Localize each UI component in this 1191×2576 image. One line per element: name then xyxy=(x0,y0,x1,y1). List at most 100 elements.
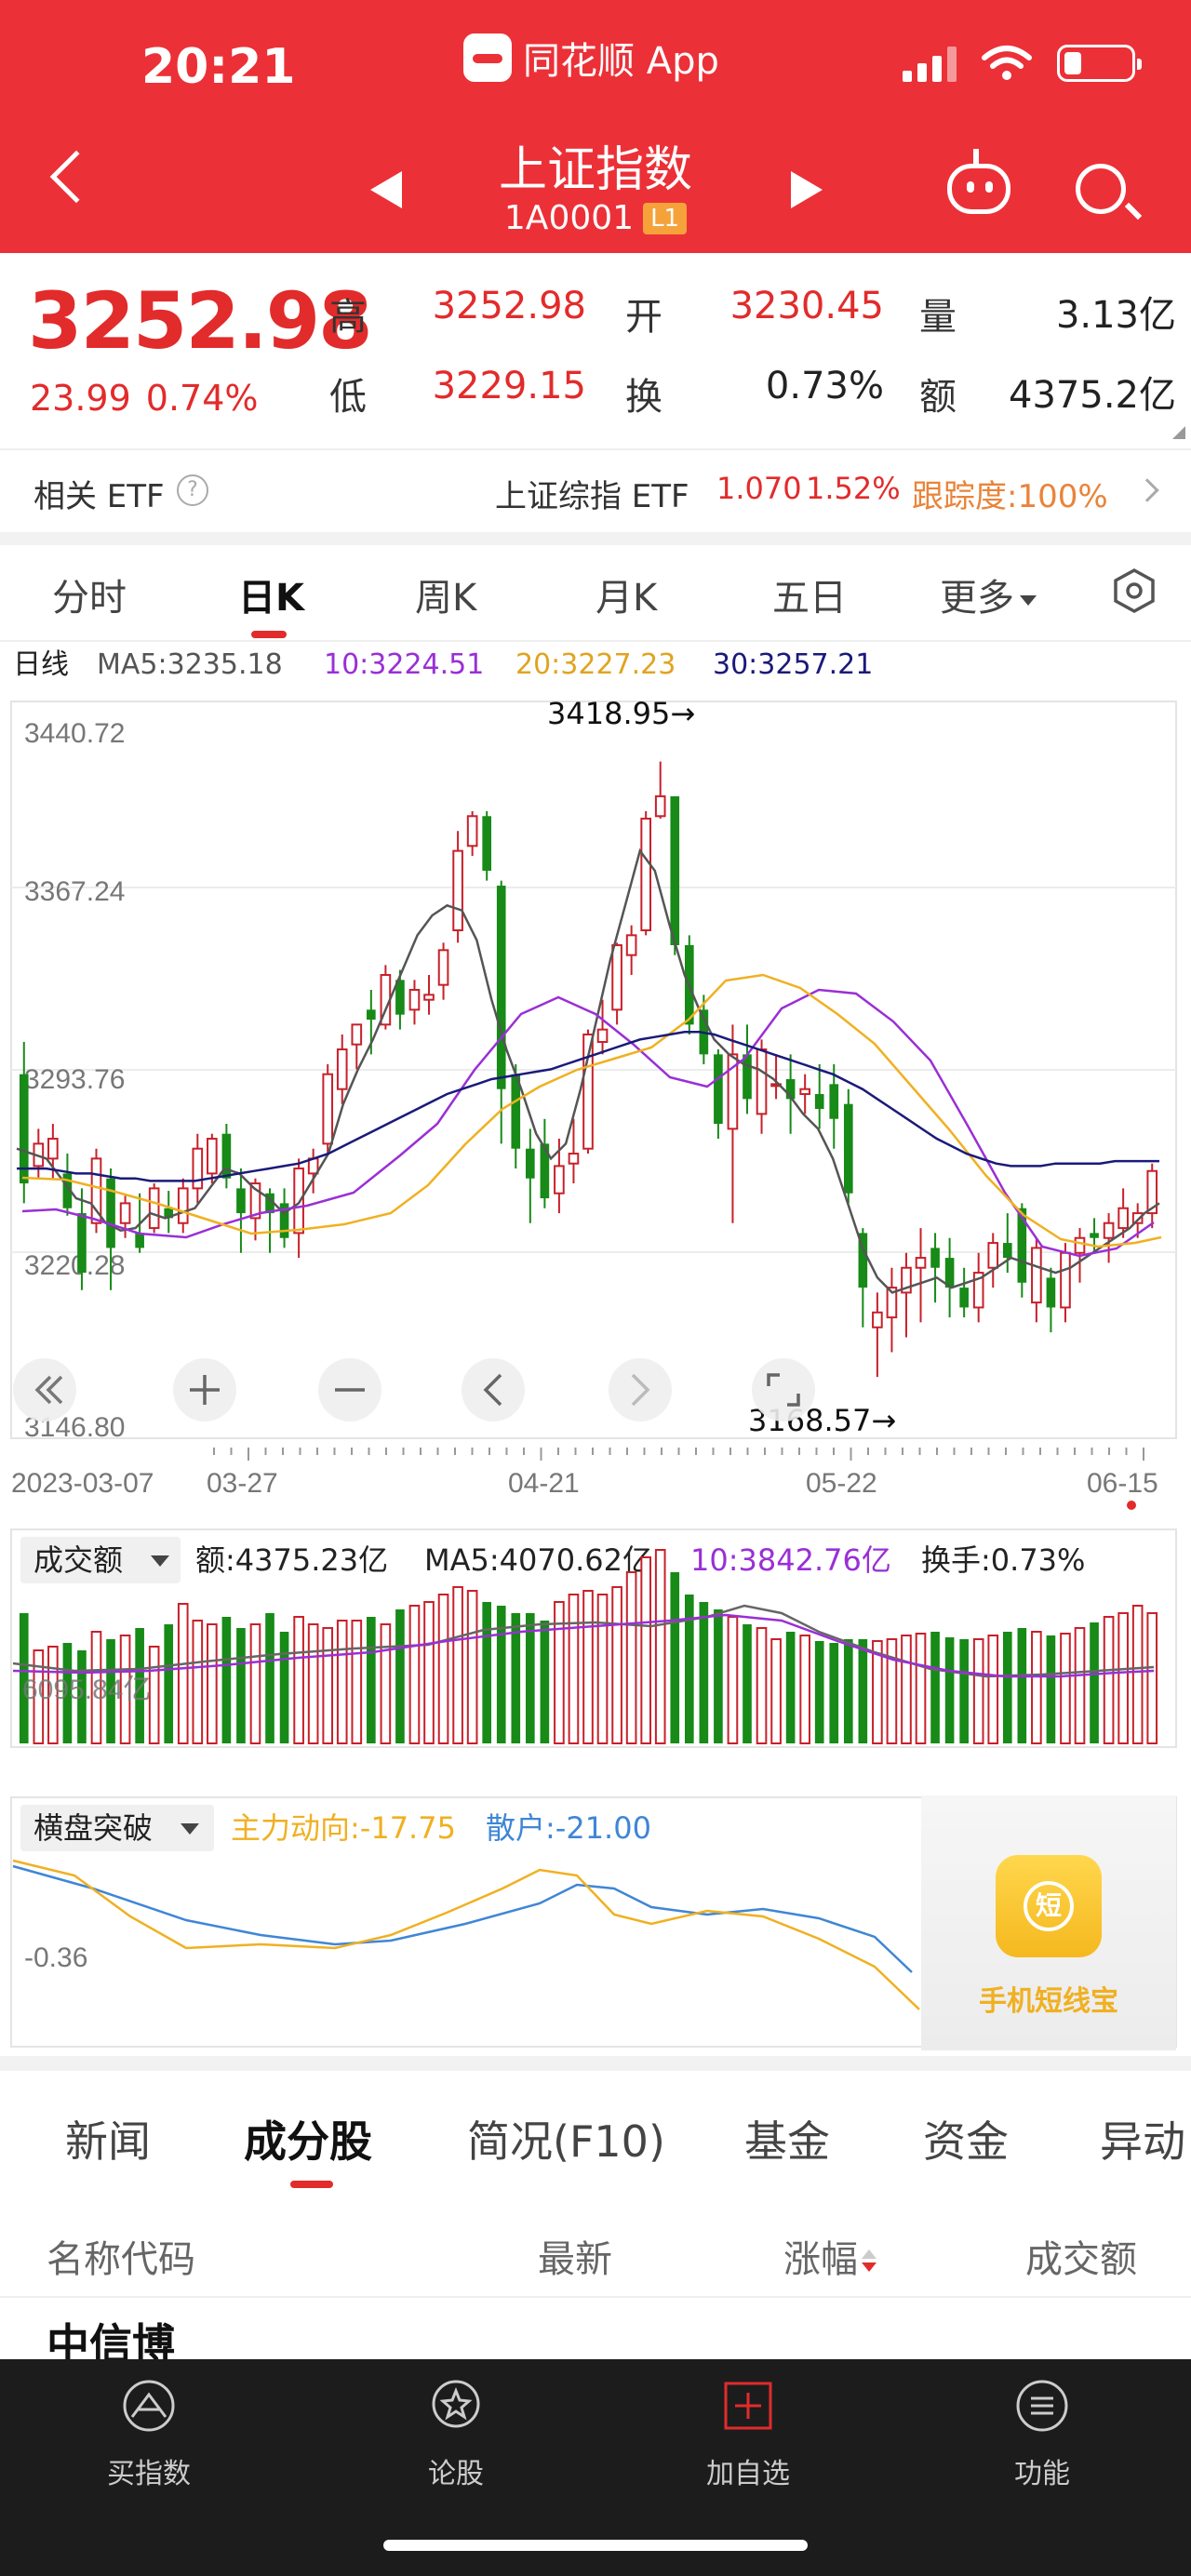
table-header: 名称代码 最新 涨幅 成交额 xyxy=(0,2205,1191,2298)
home-indicator[interactable] xyxy=(383,2540,808,2551)
volume-bar xyxy=(858,1639,868,1743)
scroll-right-button[interactable] xyxy=(609,1358,672,1421)
x-axis-label: 04-21 xyxy=(508,1468,580,1499)
candle-body xyxy=(625,934,637,956)
y-tick-label: 3440.72 xyxy=(24,718,125,749)
tab-news[interactable]: 新闻 xyxy=(65,2116,151,2167)
tab-more[interactable]: 更多 xyxy=(940,567,1037,621)
col-change[interactable]: 涨幅 xyxy=(783,2229,877,2283)
tab-funds[interactable]: 基金 xyxy=(744,2116,830,2167)
tab-movement[interactable]: 异动 xyxy=(1100,2116,1185,2167)
caret-down-icon xyxy=(1020,594,1037,606)
candle-body xyxy=(872,1311,883,1328)
caret-down-icon xyxy=(151,1555,169,1567)
promo-card[interactable]: 短 手机短线宝 xyxy=(921,1795,1176,2050)
nav-add-watchlist[interactable]: 加自选 xyxy=(674,2378,823,2491)
robot-assistant-icon[interactable] xyxy=(947,149,1010,214)
prev-stock-button[interactable] xyxy=(370,171,402,208)
scroll-left-button[interactable] xyxy=(462,1358,525,1421)
volume-selector[interactable]: 成交额 xyxy=(20,1537,181,1583)
volume-bar xyxy=(1017,1628,1027,1743)
related-etf-bar[interactable]: 相关 ETF ? 上证综指 ETF 1.070 1.52% 跟踪度:100% xyxy=(0,448,1191,530)
tab-monthly-k[interactable]: 月K xyxy=(596,577,658,620)
tab-profile-f10[interactable]: 简况(F10) xyxy=(467,2116,665,2167)
candle-body xyxy=(930,1248,940,1268)
candle-body xyxy=(915,1257,927,1269)
volume-bar xyxy=(336,1620,348,1744)
zoom-out-all-button[interactable] xyxy=(13,1358,76,1421)
candle-body xyxy=(1117,1207,1129,1230)
active-tab-underline xyxy=(290,2181,333,2188)
fullscreen-button[interactable] xyxy=(752,1358,815,1421)
col-name-code[interactable]: 名称代码 xyxy=(47,2238,195,2281)
low-value: 3229.15 xyxy=(432,365,586,407)
candle-body xyxy=(511,1074,521,1149)
indicator-selector[interactable]: 横盘突破 xyxy=(20,1805,214,1851)
expand-corner-icon[interactable] xyxy=(1172,426,1185,439)
x-axis-label: 03-27 xyxy=(207,1468,278,1499)
back-button[interactable] xyxy=(49,150,103,204)
candle-body xyxy=(395,980,405,1015)
main-force-value: 主力动向:-17.75 xyxy=(231,1810,456,1846)
volume-bar xyxy=(236,1628,246,1743)
tab-weekly-k[interactable]: 周K xyxy=(415,577,477,620)
page-title: 上证指数 xyxy=(498,142,692,198)
nav-functions[interactable]: 功能 xyxy=(968,2378,1117,2491)
signal-icon xyxy=(903,45,957,82)
col-latest[interactable]: 最新 xyxy=(538,2238,612,2281)
nav-label: 加自选 xyxy=(706,2458,790,2490)
nav-forum[interactable]: 论股 xyxy=(381,2378,530,2491)
ma5-legend: MA5:3235.18 xyxy=(97,648,283,681)
tab-more-label: 更多 xyxy=(940,577,1014,620)
candle-body xyxy=(582,1034,594,1150)
volume-bar xyxy=(596,1594,609,1744)
zoom-out-button[interactable] xyxy=(318,1358,381,1421)
high-value: 3252.98 xyxy=(432,285,586,327)
caret-down-icon xyxy=(181,1823,199,1835)
search-icon[interactable] xyxy=(1076,164,1126,214)
x-axis-label: 2023-03-07 xyxy=(11,1468,154,1499)
candle-body xyxy=(727,1053,739,1130)
volume-bar xyxy=(684,1595,694,1743)
tab-five-day[interactable]: 五日 xyxy=(772,577,847,620)
candle-body xyxy=(177,1187,189,1224)
tab-intraday[interactable]: 分时 xyxy=(52,577,127,620)
volume-bar xyxy=(987,1635,999,1744)
tab-capital[interactable]: 资金 xyxy=(923,2116,1009,2167)
next-stock-button[interactable] xyxy=(791,171,823,208)
bottom-nav: 买指数 论股 加自选 功能 xyxy=(0,2359,1191,2576)
volume-bar xyxy=(829,1643,839,1743)
stock-code-text: 1A0001 xyxy=(503,199,635,237)
help-icon[interactable]: ? xyxy=(177,474,208,506)
volume-bar xyxy=(395,1609,405,1743)
volume-bar xyxy=(568,1594,580,1744)
volume-bar xyxy=(351,1620,363,1744)
candle-body xyxy=(423,994,435,1001)
chart-settings-icon[interactable] xyxy=(1111,567,1158,614)
volume-bar xyxy=(930,1632,940,1743)
status-app-label: 同花顺 App xyxy=(523,40,719,83)
volume-bar xyxy=(221,1617,232,1743)
candle-body xyxy=(901,1266,912,1294)
volume-bar xyxy=(496,1606,506,1743)
high-marker: 3418.95→ xyxy=(547,696,695,731)
volume-turnover: 换手:0.73% xyxy=(921,1542,1085,1578)
tab-daily-k[interactable]: 日K xyxy=(238,577,304,620)
volume-bar xyxy=(944,1637,955,1743)
volume-bar xyxy=(482,1602,492,1743)
candle-body xyxy=(959,1288,969,1308)
menu-icon xyxy=(1016,2380,1068,2432)
tab-constituents[interactable]: 成分股 xyxy=(244,2116,372,2167)
candle-body xyxy=(1103,1221,1115,1239)
volume-bar xyxy=(1046,1635,1056,1743)
volume-bar xyxy=(33,1649,45,1744)
kline-chart[interactable]: 日线 MA5:3235.18 10:3224.51 20:3227.23 30:… xyxy=(0,642,1191,2056)
volume-bar xyxy=(207,1623,218,1744)
low-label: 低 xyxy=(329,376,367,419)
high-label: 高 xyxy=(329,296,367,339)
nav-buy-index[interactable]: 买指数 xyxy=(74,2378,223,2491)
col-amount[interactable]: 成交额 xyxy=(1025,2238,1137,2281)
volume-bars xyxy=(19,1549,1158,1744)
volume-bar xyxy=(293,1616,304,1744)
zoom-in-button[interactable] xyxy=(173,1358,236,1421)
